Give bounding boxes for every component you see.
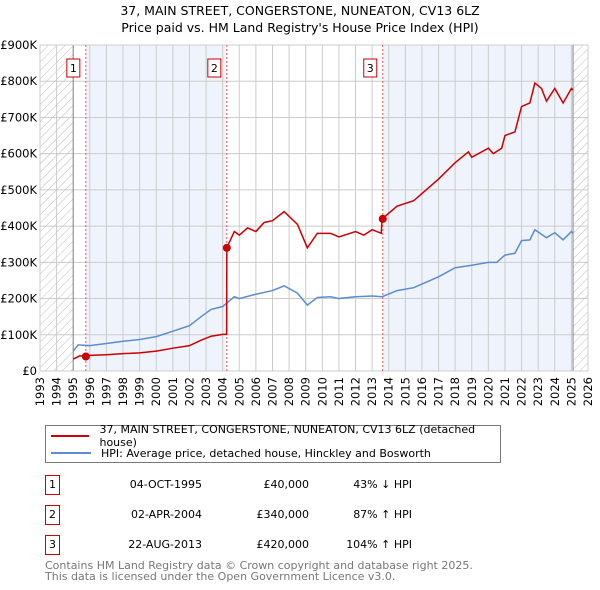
x-tick-label: 2004 bbox=[216, 377, 230, 406]
sale-label-box bbox=[66, 58, 81, 78]
x-tick-label: 2013 bbox=[365, 377, 379, 406]
y-tick-label: £900K bbox=[0, 38, 37, 52]
y-tick-label: £600K bbox=[0, 147, 37, 161]
transaction-date: 22-AUG-2013 bbox=[128, 538, 202, 551]
transaction-number: 1 bbox=[45, 475, 60, 495]
y-tick-label: £200K bbox=[0, 292, 37, 306]
x-tick-label: 2011 bbox=[332, 377, 346, 406]
x-tick-label: 2023 bbox=[531, 377, 545, 406]
transaction-date: 04-OCT-1995 bbox=[129, 478, 202, 491]
x-tick-label: 1998 bbox=[116, 377, 130, 406]
x-tick-label: 2016 bbox=[415, 377, 429, 406]
sale-point bbox=[81, 352, 90, 361]
y-tick-label: £400K bbox=[0, 219, 37, 233]
transaction-number: 2 bbox=[45, 505, 60, 525]
transaction-price: £420,000 bbox=[256, 538, 310, 551]
legend-property: 37, MAIN STREET, CONGERSTONE, NUNEATON, … bbox=[99, 423, 476, 449]
x-tick-label: 2019 bbox=[465, 377, 479, 406]
sale-label: 3 bbox=[367, 62, 374, 75]
transaction-hpi: 104% ↑ HPI bbox=[346, 538, 412, 551]
series-line bbox=[72, 81, 574, 360]
chart-title: 37, MAIN STREET, CONGERSTONE, NUNEATON, … bbox=[120, 3, 480, 18]
series-line bbox=[72, 228, 574, 352]
sale-label: 1 bbox=[70, 62, 77, 75]
x-tick-label: 2022 bbox=[515, 377, 529, 406]
x-tick-label: 2007 bbox=[265, 377, 279, 406]
legend: 37, MAIN STREET, CONGERSTONE, NUNEATON, … bbox=[45, 423, 501, 463]
transaction-row: 3 22-AUG-2013 £420,000 104% ↑ HPI bbox=[45, 535, 445, 555]
x-tick-label: 2026 bbox=[581, 377, 595, 406]
x-tick-label: 2015 bbox=[398, 377, 412, 406]
x-tick-label: 1997 bbox=[99, 377, 113, 406]
x-tick-label: 1999 bbox=[133, 377, 147, 406]
transaction-hpi: 43% ↓ HPI bbox=[353, 478, 412, 491]
x-tick-label: 2021 bbox=[498, 377, 512, 406]
transaction-row: 1 04-OCT-1995 £40,000 43% ↓ HPI bbox=[45, 475, 445, 495]
x-tick-label: 2020 bbox=[481, 377, 495, 406]
x-tick-label: 2002 bbox=[182, 377, 196, 406]
x-tick-label: 1996 bbox=[83, 377, 97, 406]
x-tick-label: 2003 bbox=[199, 377, 213, 406]
x-tick-label: 1994 bbox=[50, 377, 64, 406]
y-tick-label: £800K bbox=[0, 74, 37, 88]
x-tick-label: 2025 bbox=[564, 377, 578, 406]
x-tick-label: 2000 bbox=[149, 377, 163, 406]
plot-border bbox=[39, 44, 589, 372]
transaction-number: 3 bbox=[45, 535, 60, 555]
y-tick-label: £100K bbox=[0, 328, 37, 342]
x-tick-label: 2014 bbox=[382, 377, 396, 406]
x-tick-label: 1993 bbox=[33, 377, 47, 406]
sale-label-box bbox=[207, 58, 222, 78]
hatched-region-end bbox=[573, 45, 588, 371]
x-tick-label: 2001 bbox=[166, 377, 180, 406]
y-tick-label: £300K bbox=[0, 255, 37, 269]
x-tick-label: 2010 bbox=[315, 377, 329, 406]
legend-blue-line bbox=[51, 452, 91, 454]
sale-label-box bbox=[363, 58, 378, 78]
footer-copyright: Contains HM Land Registry data © Crown c… bbox=[45, 559, 473, 572]
y-tick-label: £500K bbox=[0, 183, 37, 197]
x-tick-label: 1995 bbox=[66, 377, 80, 406]
transaction-row: 2 02-APR-2004 £340,000 87% ↑ HPI bbox=[45, 505, 445, 525]
x-tick-label: 2024 bbox=[548, 377, 562, 406]
x-tick-label: 2005 bbox=[232, 377, 246, 406]
legend-red-line bbox=[51, 435, 90, 437]
sale-point bbox=[378, 214, 387, 223]
transaction-hpi: 87% ↑ HPI bbox=[353, 508, 412, 521]
x-tick-label: 2012 bbox=[349, 377, 363, 406]
shade-band bbox=[382, 45, 574, 371]
x-tick-label: 2017 bbox=[432, 377, 446, 406]
x-tick-label: 2008 bbox=[282, 377, 296, 406]
x-tick-label: 2009 bbox=[299, 377, 313, 406]
transaction-price: £340,000 bbox=[256, 508, 310, 521]
sale-point bbox=[222, 243, 231, 252]
sale-label: 2 bbox=[211, 62, 218, 75]
chart-subtitle: Price paid vs. HM Land Registry's House … bbox=[121, 20, 479, 35]
footer-licence: This data is licensed under the Open Gov… bbox=[45, 570, 396, 583]
legend-hpi: HPI: Average price, detached house, Hinc… bbox=[101, 446, 431, 460]
x-tick-label: 2018 bbox=[448, 377, 462, 406]
transaction-date: 02-APR-2004 bbox=[130, 508, 202, 521]
x-tick-label: 2006 bbox=[249, 377, 263, 406]
y-tick-label: £0 bbox=[22, 364, 37, 378]
transaction-price: £40,000 bbox=[263, 478, 310, 491]
y-tick-label: £700K bbox=[0, 110, 37, 124]
price-chart: 1993 1994 1995 1996 1997 1998 1999 2000 2001 2002… bbox=[0, 38, 595, 406]
